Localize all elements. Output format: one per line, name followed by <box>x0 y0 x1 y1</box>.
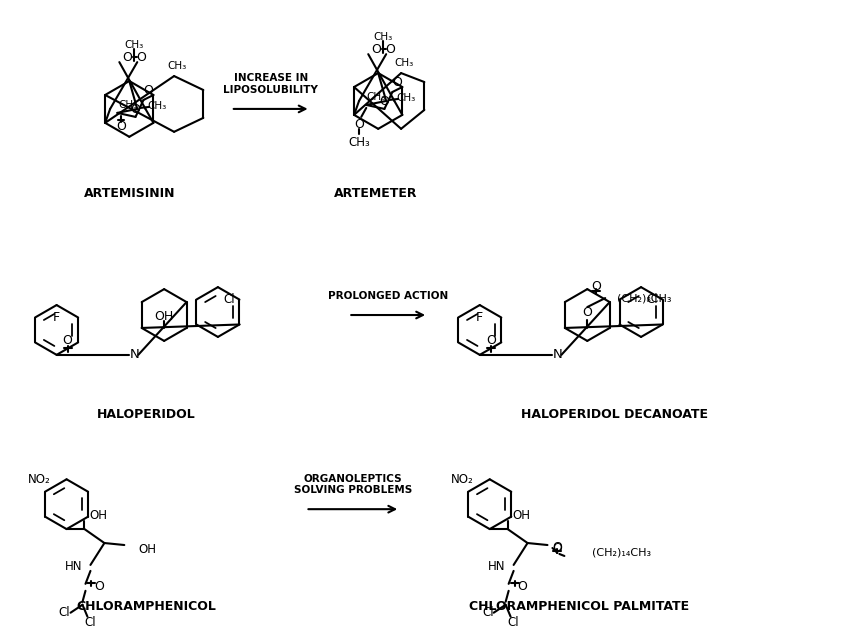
Text: OH: OH <box>513 509 530 521</box>
Text: ARTEMETER: ARTEMETER <box>333 187 417 200</box>
Text: ORGANOLEPTICS
SOLVING PROBLEMS: ORGANOLEPTICS SOLVING PROBLEMS <box>294 473 412 495</box>
Text: OH: OH <box>139 544 156 557</box>
Text: CH₃: CH₃ <box>125 40 144 50</box>
Text: NO₂: NO₂ <box>451 473 473 486</box>
Text: O: O <box>486 334 496 348</box>
Text: NO₂: NO₂ <box>28 473 51 486</box>
Text: O: O <box>116 120 127 134</box>
Text: O: O <box>379 95 389 109</box>
Text: O: O <box>393 75 402 89</box>
Text: HALOPERIDOL DECANOATE: HALOPERIDOL DECANOATE <box>521 408 708 421</box>
Text: CH₃: CH₃ <box>148 101 167 111</box>
Text: HN: HN <box>488 560 506 573</box>
Text: O: O <box>144 84 153 96</box>
Text: CH₃: CH₃ <box>394 58 414 68</box>
Text: PROLONGED ACTION: PROLONGED ACTION <box>328 291 448 301</box>
Text: HN: HN <box>65 560 82 573</box>
Text: CHLORAMPHENICOL PALMITATE: CHLORAMPHENICOL PALMITATE <box>469 600 689 613</box>
Text: Cl: Cl <box>646 293 658 305</box>
Text: ARTEMISININ: ARTEMISININ <box>83 187 175 200</box>
Text: INCREASE IN
LIPOSOLUBILITY: INCREASE IN LIPOSOLUBILITY <box>224 73 318 95</box>
Text: CH₃: CH₃ <box>396 93 416 103</box>
Text: N: N <box>552 348 563 361</box>
Text: Cl: Cl <box>59 606 71 619</box>
Text: (CH₂)₁₄CH₃: (CH₂)₁₄CH₃ <box>592 548 651 558</box>
Text: O: O <box>131 104 140 116</box>
Text: N: N <box>129 348 139 361</box>
Text: O: O <box>94 580 105 594</box>
Text: CH₃: CH₃ <box>118 100 137 110</box>
Text: O: O <box>354 118 364 132</box>
Text: O: O <box>582 305 592 318</box>
Text: CHLORAMPHENICOL: CHLORAMPHENICOL <box>76 600 216 613</box>
Text: O: O <box>385 43 395 56</box>
Text: CH₃: CH₃ <box>373 32 393 42</box>
Text: O: O <box>518 580 528 594</box>
Text: Cl: Cl <box>482 606 494 619</box>
Text: Cl: Cl <box>223 293 235 305</box>
Text: CH₃: CH₃ <box>348 136 370 150</box>
Text: OH: OH <box>155 309 173 323</box>
Text: O: O <box>122 50 133 64</box>
Text: O: O <box>371 43 381 56</box>
Text: HALOPERIDOL: HALOPERIDOL <box>97 408 196 421</box>
Text: OH: OH <box>89 509 107 521</box>
Text: F: F <box>53 311 60 323</box>
Text: O: O <box>63 334 72 348</box>
Text: CH₃: CH₃ <box>167 61 187 71</box>
Text: F: F <box>476 311 484 323</box>
Text: Cl: Cl <box>507 616 519 629</box>
Text: O: O <box>552 541 563 553</box>
Text: Cl: Cl <box>85 616 96 629</box>
Text: CH₃: CH₃ <box>367 92 386 102</box>
Text: O: O <box>136 50 146 64</box>
Text: (CH₂)₈CH₃: (CH₂)₈CH₃ <box>617 293 672 303</box>
Text: O: O <box>592 280 601 293</box>
Text: O: O <box>552 543 563 555</box>
